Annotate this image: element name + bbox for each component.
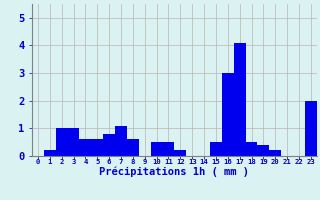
Bar — [305, 101, 317, 156]
Bar — [56, 128, 68, 156]
Bar — [103, 134, 115, 156]
Bar — [210, 142, 222, 156]
Bar — [234, 43, 246, 156]
Bar — [127, 139, 139, 156]
Bar — [91, 139, 103, 156]
Bar — [151, 142, 163, 156]
X-axis label: Précipitations 1h ( mm ): Précipitations 1h ( mm ) — [100, 167, 249, 177]
Bar — [246, 142, 258, 156]
Bar — [44, 150, 56, 156]
Bar — [269, 150, 281, 156]
Bar — [174, 150, 186, 156]
Bar — [258, 145, 269, 156]
Bar — [222, 73, 234, 156]
Bar — [115, 126, 127, 156]
Bar — [68, 128, 79, 156]
Bar — [79, 139, 91, 156]
Bar — [163, 142, 174, 156]
